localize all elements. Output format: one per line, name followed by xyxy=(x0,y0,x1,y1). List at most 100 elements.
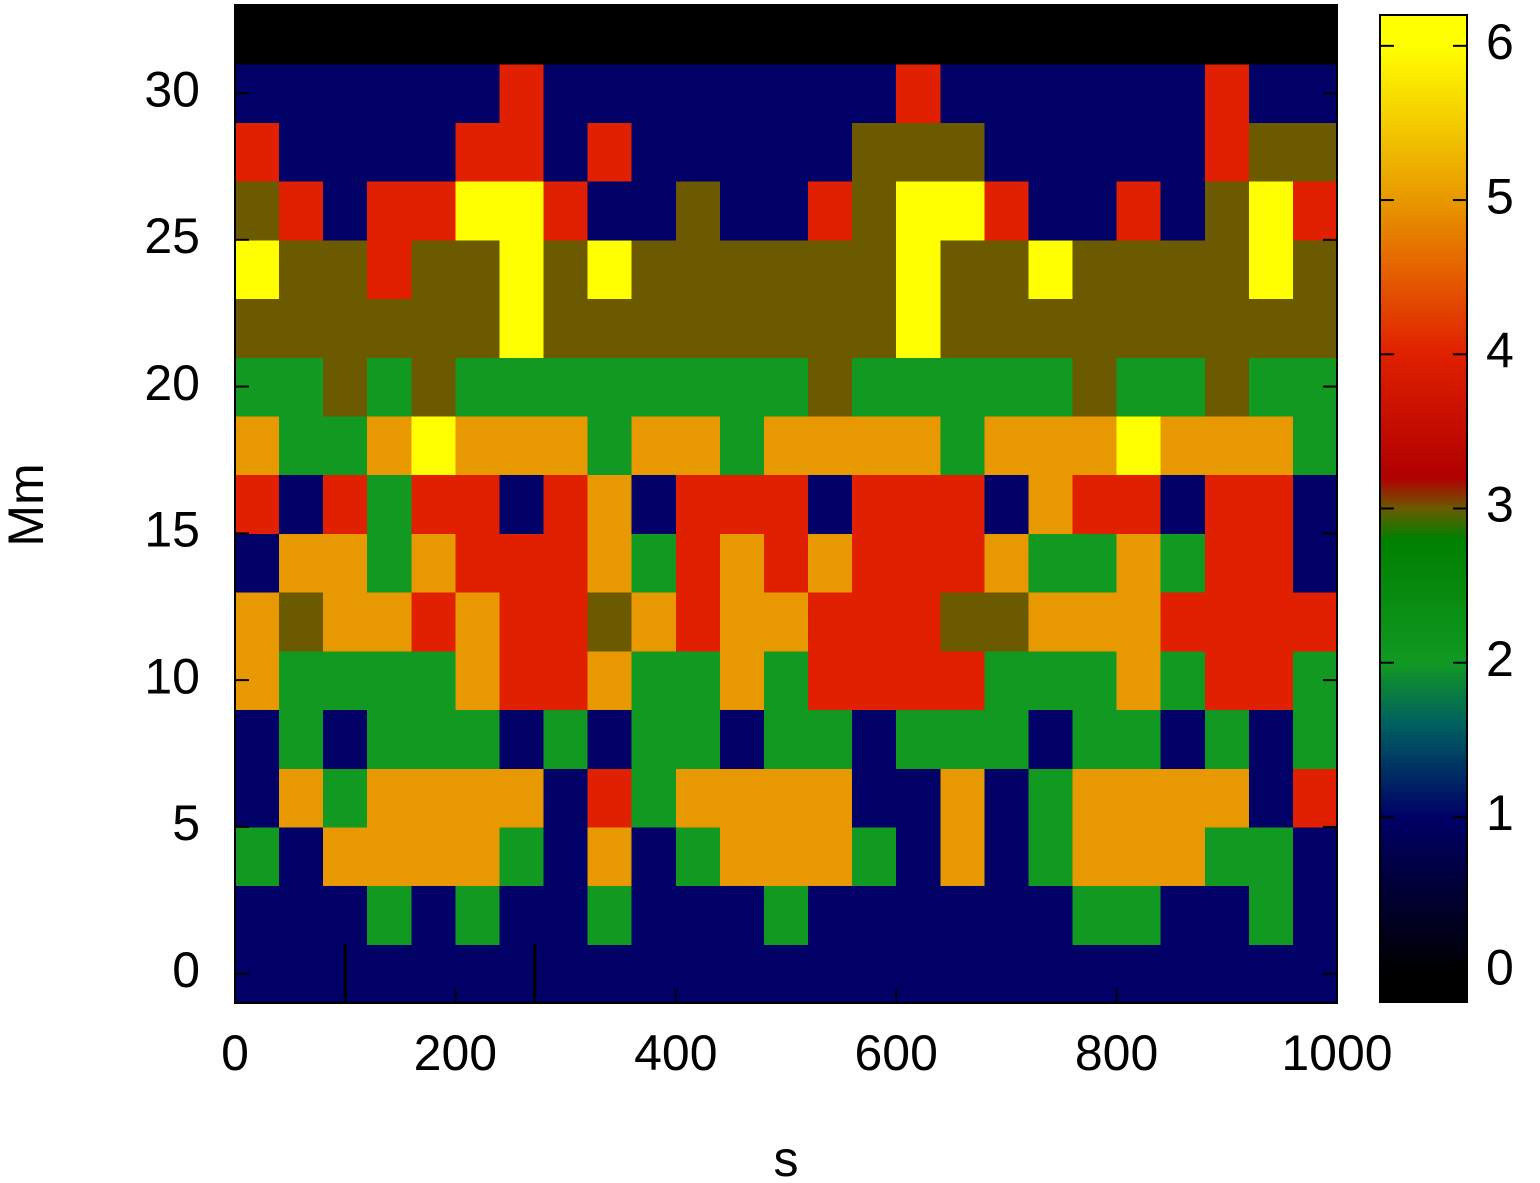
heatmap-cell xyxy=(852,885,897,945)
heatmap-cell xyxy=(852,357,897,417)
heatmap-cell xyxy=(940,63,985,124)
heatmap-cell xyxy=(1072,239,1118,300)
heatmap-cell xyxy=(896,944,941,1004)
heatmap-cell xyxy=(543,122,589,182)
heatmap-cell xyxy=(587,768,633,828)
heatmap-cell xyxy=(367,181,412,241)
heatmap-cell xyxy=(1204,5,1250,65)
heatmap-cell xyxy=(1204,474,1250,534)
heatmap-cell xyxy=(1292,709,1338,769)
heatmap-cell xyxy=(675,885,721,945)
heatmap-cell xyxy=(367,415,412,476)
heatmap-cell xyxy=(852,709,897,769)
heatmap-cell xyxy=(1248,885,1294,945)
heatmap-cell xyxy=(587,709,633,769)
heatmap-cell xyxy=(1072,826,1118,887)
y-tick-label: 30 xyxy=(144,61,200,117)
heatmap-cell xyxy=(323,357,368,417)
heatmap-cell xyxy=(411,709,456,769)
heatmap-cell xyxy=(984,181,1030,241)
heatmap-cell xyxy=(1072,592,1118,652)
heatmap-cell xyxy=(984,533,1030,593)
heatmap-cell xyxy=(984,474,1030,534)
heatmap-cell xyxy=(940,885,985,945)
heatmap-cell xyxy=(1160,885,1206,945)
heatmap-cell xyxy=(1072,415,1118,476)
heatmap-cell xyxy=(1160,181,1206,241)
heatmap-cell xyxy=(1072,122,1118,182)
heatmap-cell xyxy=(455,5,501,65)
heatmap-cell xyxy=(940,709,985,769)
heatmap-cell xyxy=(719,768,765,828)
heatmap-cell xyxy=(1248,650,1294,711)
heatmap-cell xyxy=(763,5,809,65)
heatmap-cell xyxy=(808,415,853,476)
heatmap-cell xyxy=(411,5,456,65)
colorbar-tick-label: 1 xyxy=(1486,785,1514,841)
heatmap-cell xyxy=(675,650,721,711)
heatmap-cell xyxy=(455,298,501,358)
heatmap-cell xyxy=(631,533,677,593)
heatmap-cell xyxy=(852,122,897,182)
heatmap-cell xyxy=(1072,533,1118,593)
heatmap-cell xyxy=(1072,63,1118,124)
heatmap-cell xyxy=(1028,239,1074,300)
heatmap-cell xyxy=(631,357,677,417)
heatmap-cell xyxy=(543,650,589,711)
heatmap-cell xyxy=(719,533,765,593)
heatmap-cell xyxy=(852,5,897,65)
heatmap-cell xyxy=(1160,357,1206,417)
heatmap-cell xyxy=(279,709,324,769)
heatmap-cell xyxy=(896,474,941,534)
heatmap-cell xyxy=(719,5,765,65)
heatmap-cell xyxy=(763,474,809,534)
heatmap-cell xyxy=(1292,122,1338,182)
heatmap-cell xyxy=(543,709,589,769)
heatmap-cell xyxy=(675,415,721,476)
heatmap-cell xyxy=(455,709,501,769)
heatmap-cell xyxy=(631,709,677,769)
heatmap-cell xyxy=(235,768,280,828)
heatmap-cell xyxy=(587,826,633,887)
heatmap-cell xyxy=(852,239,897,300)
heatmap-cell xyxy=(1204,533,1250,593)
heatmap-cell xyxy=(896,415,941,476)
heatmap-cell xyxy=(323,474,368,534)
heatmap-cell xyxy=(940,650,985,711)
heatmap-cell xyxy=(675,474,721,534)
heatmap-cell xyxy=(1160,650,1206,711)
heatmap-cell xyxy=(1204,826,1250,887)
heatmap-cell xyxy=(499,768,545,828)
heatmap-cell xyxy=(411,533,456,593)
heatmap-cell xyxy=(808,357,853,417)
heatmap-cell xyxy=(367,650,412,711)
colorbar-tick-label: 4 xyxy=(1486,322,1514,378)
heatmap-cell xyxy=(896,826,941,887)
heatmap-cell xyxy=(852,63,897,124)
heatmap-cell xyxy=(323,768,368,828)
heatmap-cell xyxy=(940,768,985,828)
heatmap-cell xyxy=(1072,885,1118,945)
heatmap-cell xyxy=(1292,298,1338,358)
heatmap-cell xyxy=(367,944,412,1004)
heatmap-cell xyxy=(808,181,853,241)
heatmap-cell xyxy=(235,474,280,534)
heatmap-cell xyxy=(1248,768,1294,828)
heatmap-cell xyxy=(675,592,721,652)
heatmap-cell xyxy=(499,5,545,65)
heatmap-cell xyxy=(279,885,324,945)
heatmap-cell xyxy=(675,768,721,828)
heatmap-cell xyxy=(323,826,368,887)
heatmap-cell xyxy=(587,944,633,1004)
heatmap-cell xyxy=(675,533,721,593)
heatmap-cell xyxy=(896,122,941,182)
heatmap-cell xyxy=(1028,650,1074,711)
heatmap-cell xyxy=(367,63,412,124)
heatmap-cell xyxy=(1248,826,1294,887)
heatmap-cell xyxy=(763,709,809,769)
heatmap-cell xyxy=(984,885,1030,945)
heatmap-cell xyxy=(455,63,501,124)
heatmap-cell xyxy=(279,768,324,828)
heatmap-cell xyxy=(808,768,853,828)
